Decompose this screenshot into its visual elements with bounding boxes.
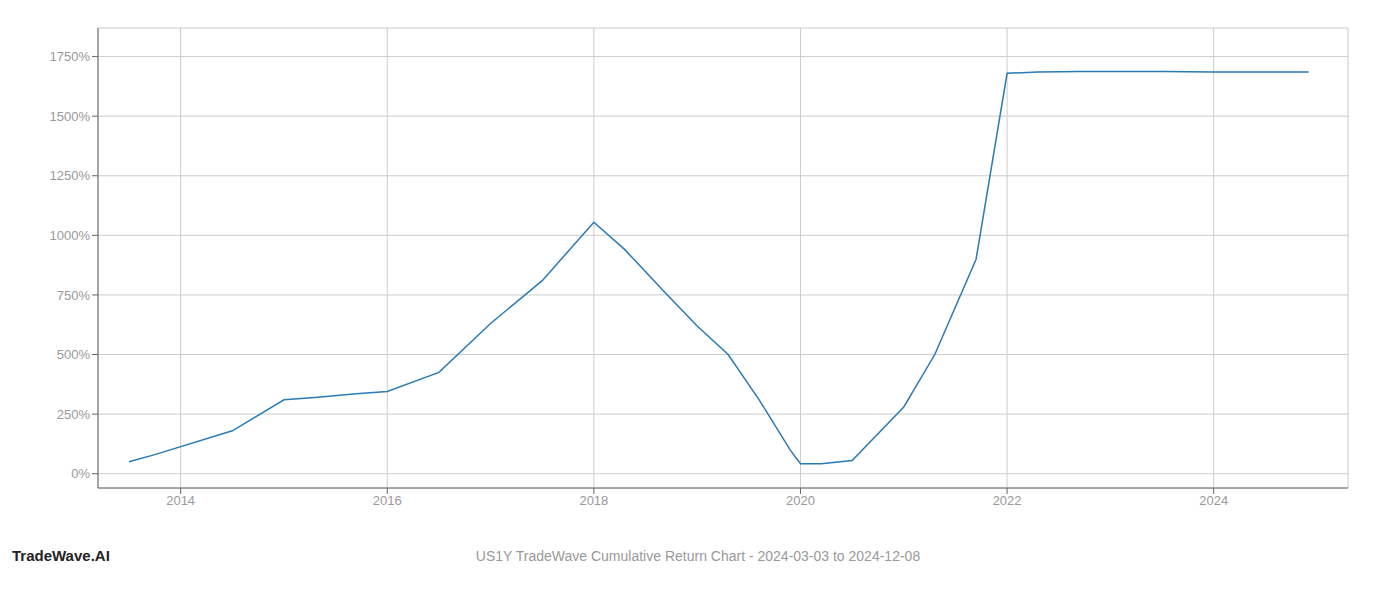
svg-text:750%: 750% bbox=[57, 288, 91, 303]
svg-text:2018: 2018 bbox=[579, 493, 608, 508]
svg-text:1500%: 1500% bbox=[50, 109, 91, 124]
svg-text:2014: 2014 bbox=[166, 493, 195, 508]
html-text:TradeWave.AI: TradeWave.AI bbox=[12, 547, 110, 564]
svg-text:1750%: 1750% bbox=[50, 49, 91, 64]
svg-text:0%: 0% bbox=[71, 466, 90, 481]
svg-text:1000%: 1000% bbox=[50, 228, 91, 243]
svg-text:2016: 2016 bbox=[373, 493, 402, 508]
svg-text:1250%: 1250% bbox=[50, 168, 91, 183]
svg-text:500%: 500% bbox=[57, 347, 91, 362]
svg-text:2020: 2020 bbox=[786, 493, 815, 508]
svg-text:2024: 2024 bbox=[1199, 493, 1228, 508]
html-text:US1Y TradeWave Cumulative Retu: US1Y TradeWave Cumulative Return Chart -… bbox=[475, 548, 921, 564]
svg-text:2022: 2022 bbox=[993, 493, 1022, 508]
svg-text:250%: 250% bbox=[57, 407, 91, 422]
